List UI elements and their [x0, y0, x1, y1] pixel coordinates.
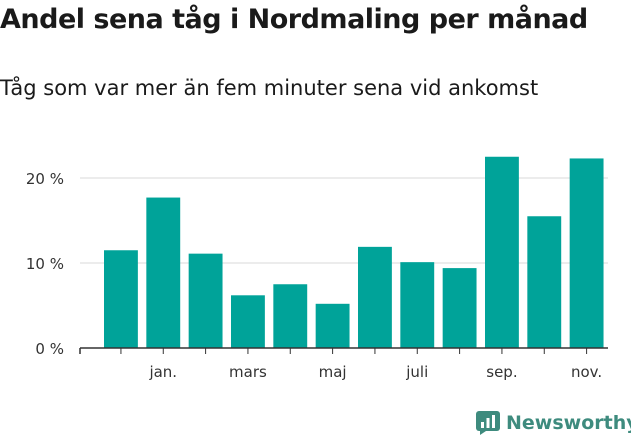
bar	[358, 246, 392, 348]
x-tick-label: juli	[405, 363, 428, 381]
newsworthy-icon	[476, 411, 500, 435]
bar-chart: 0 % 10 % 20 % jan. mars maj juli sep. nov.	[26, 156, 608, 381]
x-tick-label: jan.	[148, 363, 177, 381]
bar	[273, 284, 308, 348]
chart-title: Andel sena tåg i Nordmaling per månad	[0, 4, 588, 35]
bar	[104, 250, 138, 348]
bar	[400, 262, 435, 348]
brand-name: Newsworthy	[506, 412, 631, 434]
x-tick-label: nov.	[571, 363, 602, 381]
y-tick-label: 10 %	[26, 255, 64, 273]
bar	[569, 158, 604, 348]
newsworthy-logo: Newsworthy	[476, 408, 631, 438]
chart-subtitle: Tåg som var mer än fem minuter sena vid …	[0, 76, 539, 100]
bar	[442, 268, 477, 348]
bar	[188, 253, 223, 348]
bar	[146, 197, 181, 348]
x-tick-label: maj	[319, 363, 347, 381]
bar	[527, 216, 562, 348]
x-tick-label: mars	[229, 363, 267, 381]
y-tick-label: 0 %	[35, 340, 64, 358]
bar	[231, 295, 265, 348]
bar	[485, 156, 519, 348]
y-tick-label: 20 %	[26, 170, 64, 188]
x-tick-label: sep.	[486, 363, 517, 381]
bar	[315, 303, 350, 348]
